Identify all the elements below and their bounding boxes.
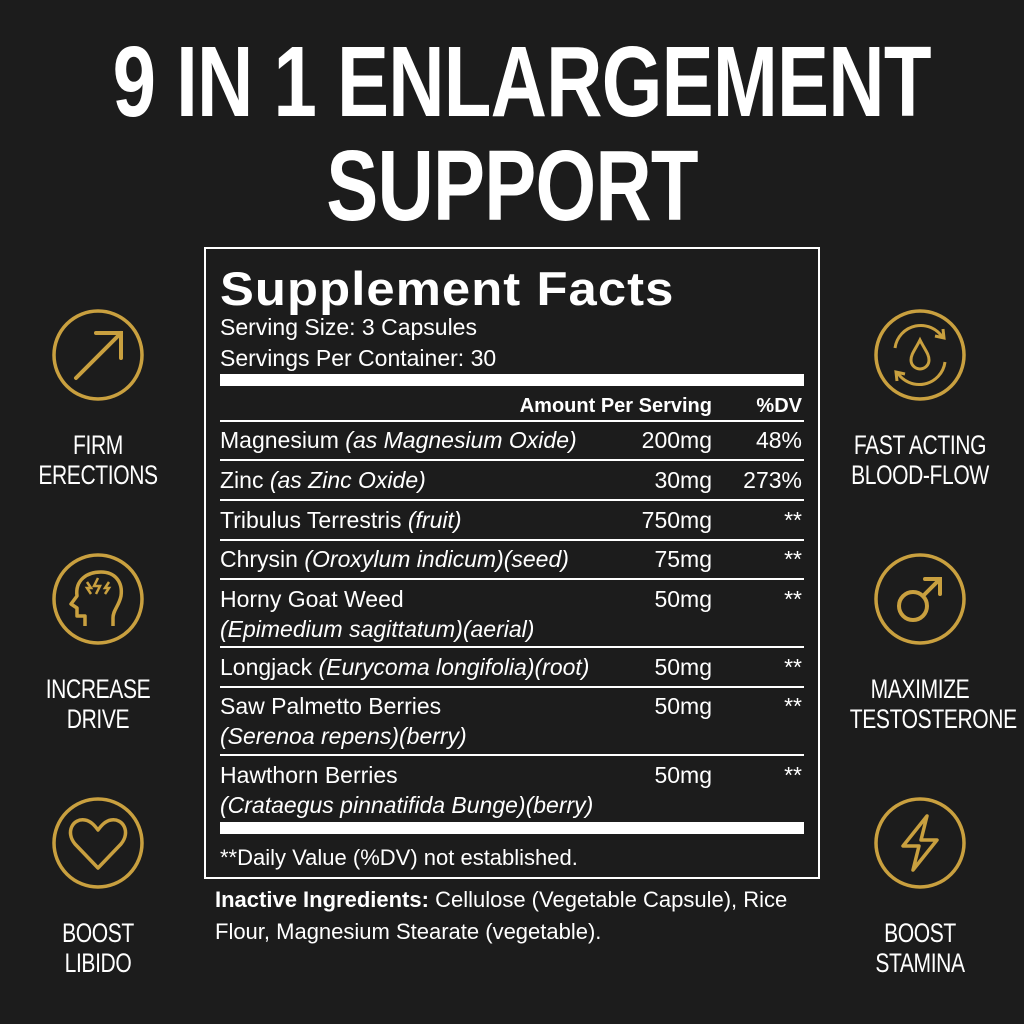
feature-fast-acting-blood-flow: FAST ACTING BLOOD-FLOW: [830, 308, 1010, 490]
feature-label: STAMINA: [875, 948, 965, 978]
ingredient-amount: 75mg: [654, 546, 712, 572]
ingredient-name: Zinc (as Zinc Oxide): [220, 467, 426, 493]
feature-label: TESTOSTERONE: [849, 704, 1017, 734]
ingredient-name: Longjack (Eurycoma longifolia)(root): [220, 654, 590, 680]
feature-label: BOOST: [884, 918, 956, 948]
ingredient-amount: 750mg: [641, 507, 712, 533]
feature-increase-drive: INCREASE DRIVE: [8, 552, 188, 734]
footnote: **Daily Value (%DV) not established.: [220, 845, 578, 870]
ingredient-amount: 30mg: [654, 467, 712, 493]
divider: [220, 578, 804, 580]
thick-divider: [220, 822, 804, 834]
title-line-2: SUPPORT: [326, 130, 698, 242]
feature-label: INCREASE: [45, 674, 151, 704]
ingredient-name: Saw Palmetto Berries (Serenoa repens)(ber…: [220, 693, 467, 749]
inactive-text: Cellulose (Vegetable Capsule), Rice Flou…: [215, 887, 788, 944]
heart-icon: [52, 797, 144, 889]
arrow-up-right-icon: [52, 309, 144, 401]
ingredient-amount: 50mg: [654, 654, 712, 680]
ingredient-name: Tribulus Terrestris (fruit): [220, 507, 462, 533]
divider: [220, 646, 804, 648]
ingredient-dv: **: [784, 693, 802, 719]
inactive-ingredients: Inactive Ingredients: Cellulose (Vegetab…: [215, 884, 815, 948]
col-amount-header: Amount Per Serving: [519, 395, 712, 417]
feature-label: DRIVE: [66, 704, 130, 734]
ingredient-dv: **: [784, 762, 802, 788]
ingredient-dv: **: [784, 586, 802, 612]
ingredient-dv: **: [784, 507, 802, 533]
feature-label: FAST ACTING: [853, 430, 987, 460]
thick-divider: [220, 374, 804, 386]
ingredient-name: Hawthorn Berries (Crataegus pinnatifida B…: [220, 762, 594, 818]
feature-boost-libido: BOOST LIBIDO: [8, 796, 188, 978]
feature-label: LIBIDO: [64, 948, 132, 978]
ingredient-amount: 50mg: [654, 762, 712, 788]
facts-heading: Supplement Facts: [220, 262, 675, 315]
divider: [220, 499, 804, 501]
divider: [220, 459, 804, 461]
ingredient-amount: 50mg: [654, 586, 712, 612]
feature-label: FIRM: [73, 430, 123, 460]
title-line-1: 9 IN 1 ENLARGEMENT: [112, 26, 932, 138]
ingredient-name: Magnesium (as Magnesium Oxide): [220, 427, 577, 453]
feature-label: BLOOD-FLOW: [851, 460, 989, 490]
ingredient-name: Chrysin (Oroxylum indicum)(seed): [220, 546, 569, 572]
feature-label: MAXIMIZE: [870, 674, 970, 704]
lightning-icon: [874, 797, 966, 889]
blood-drop-cycle-icon: [874, 309, 966, 401]
servings-per-container: Servings Per Container: 30: [220, 345, 497, 371]
serving-size: Serving Size: 3 Capsules: [220, 314, 477, 340]
divider: [220, 754, 804, 756]
divider: [220, 539, 804, 541]
feature-firm-erections: FIRM ERECTIONS: [8, 308, 188, 490]
feature-boost-stamina: BOOST STAMINA: [830, 796, 1010, 978]
ingredient-dv: 273%: [743, 467, 802, 493]
supplement-facts-panel: Supplement Facts Serving Size: 3 Capsule…: [204, 247, 820, 879]
male-symbol-icon: [874, 553, 966, 645]
ingredient-amount: 200mg: [641, 427, 712, 453]
ingredient-amount: 50mg: [654, 693, 712, 719]
col-dv-header: %DV: [756, 395, 802, 417]
feature-maximize-testosterone: MAXIMIZE TESTOSTERONE: [830, 552, 1017, 734]
head-lightning-icon: [52, 553, 144, 645]
ingredient-dv: **: [784, 546, 802, 572]
ingredient-name: Horny Goat Weed (Epimedium sagittatum)(ae…: [220, 586, 535, 642]
ingredient-dv: 48%: [755, 427, 802, 453]
divider: [220, 686, 804, 688]
inactive-label: Inactive Ingredients:: [215, 887, 429, 912]
ingredient-dv: **: [784, 654, 802, 680]
feature-label: ERECTIONS: [38, 460, 158, 490]
divider: [220, 420, 804, 422]
feature-label: BOOST: [62, 918, 134, 948]
